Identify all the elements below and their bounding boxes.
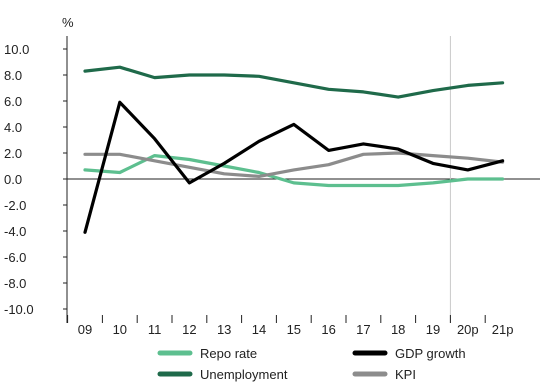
legend-label-gdp-growth: GDP growth [395,346,466,361]
y-tick-label: -8.0 [4,276,26,291]
y-tick-label: -6.0 [4,250,26,265]
y-axis-unit-label: % [62,15,74,30]
x-tick-label: 21p [492,322,514,337]
legend-label-unemployment: Unemployment [200,367,288,382]
x-tick-label: 15 [287,322,301,337]
x-tick-label: 19 [426,322,440,337]
x-tick-label: 11 [148,322,162,337]
y-tick-label: 0.0 [4,172,22,187]
y-tick-label: -2.0 [4,198,26,213]
x-axis: 09 10 11 12 13 14 15 16 17 18 19 20p 21p [67,36,514,337]
series-layer [83,65,505,234]
series-line-kpi [83,151,505,178]
x-tick-label: 09 [78,322,92,337]
y-axis: 10.0 8.0 6.0 4.0 2.0 0.0 -2.0 -4.0 -6.0 -8.0 -10.0 [4,36,540,323]
x-tick-label: 20p [457,322,479,337]
y-tick-label: -4.0 [4,224,26,239]
y-tick-label: -10.0 [4,302,34,317]
y-tick-label: 10.0 [4,42,29,57]
legend: Repo rate GDP growth Unemployment KPI [157,346,466,382]
legend-label-repo-rate: Repo rate [200,346,257,361]
y-tick-label: 6.0 [4,94,22,109]
x-tick-label: 12 [182,322,196,337]
legend-label-kpi: KPI [395,367,416,382]
y-tick-label: 8.0 [4,68,22,83]
x-tick-label: 18 [391,322,405,337]
series-line-repo-rate [83,154,505,188]
x-tick-label: 16 [321,322,335,337]
y-tick-label: 4.0 [4,120,22,135]
x-tick-label: 10 [113,322,127,337]
x-tick-label: 13 [217,322,231,337]
x-tick-label: 14 [252,322,266,337]
series-line-unemployment [83,65,505,99]
series-line-gdp-growth [83,100,505,234]
x-tick-label: 17 [356,322,370,337]
y-tick-label: 2.0 [4,146,22,161]
